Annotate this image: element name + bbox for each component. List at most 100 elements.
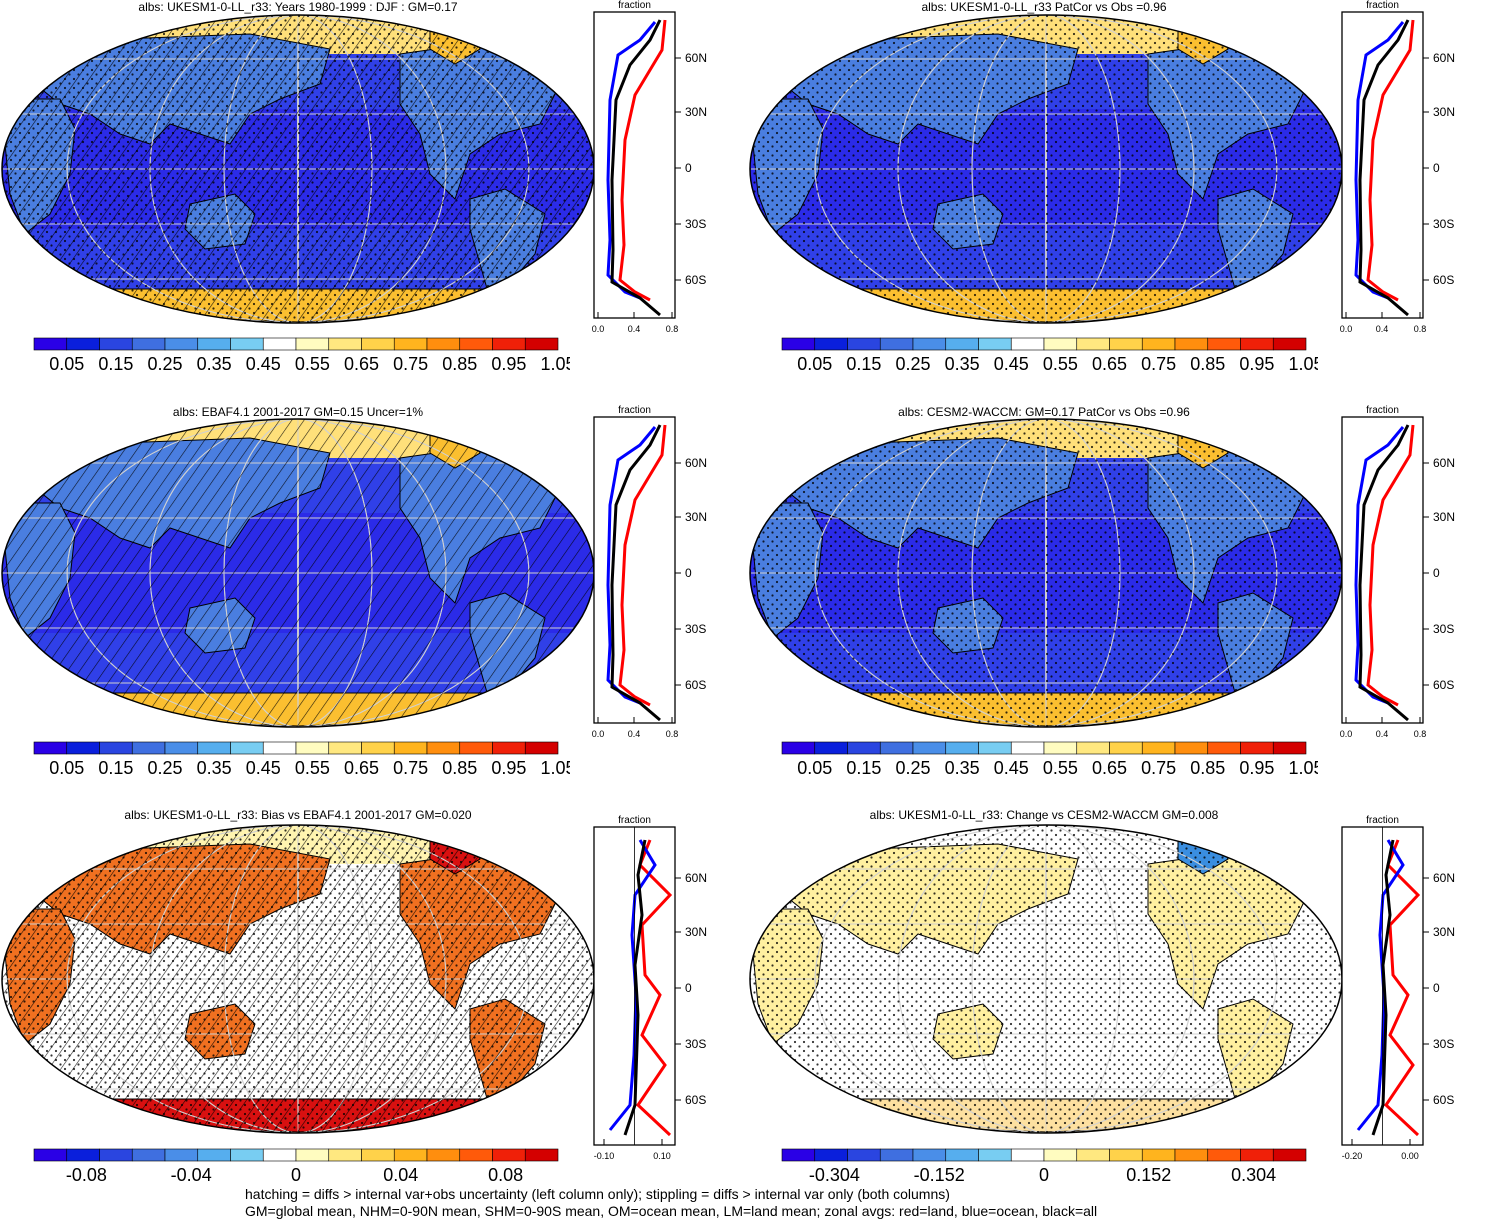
colorbar-label: 0.65: [1092, 354, 1127, 374]
lat-tick-label: 60N: [1433, 51, 1455, 65]
colorbar-label: 0.04: [383, 1165, 418, 1185]
colorbar-swatch: [164, 741, 199, 755]
colorbar-swatch: [879, 1148, 914, 1162]
lat-tick-label: 0: [1433, 161, 1440, 175]
colorbar-swatch: [66, 741, 100, 755]
x-tick-label: -0.20: [1342, 1151, 1363, 1160]
colorbar-swatch: [393, 1148, 428, 1162]
footnote-line-1: hatching = diffs > internal var+obs unce…: [245, 1186, 950, 1202]
colorbar-label: 0.15: [98, 354, 133, 374]
colorbar-label: 0.25: [147, 354, 182, 374]
lat-tick-label: 30N: [685, 105, 707, 119]
panel-title-5: albs: UKESM1-0-LL_r33: Bias vs EBAF4.1 2…: [124, 808, 472, 822]
colorbar-label: 1.05: [1288, 354, 1318, 374]
colorbar-swatch: [33, 1148, 68, 1162]
x-tick-label: 0.4: [1376, 729, 1389, 739]
colorbar-label: 0.85: [1190, 354, 1225, 374]
all-zonal-line: [610, 424, 662, 722]
lat-tick-label: 60N: [1433, 871, 1455, 885]
lat-tick-label: 30N: [1433, 510, 1455, 524]
colorbar-swatch: [295, 337, 330, 351]
colorbar-label: -0.04: [171, 1165, 212, 1185]
map-panel-model-climatology: [1, 14, 595, 324]
colorbar-swatch: [1109, 337, 1143, 351]
colorbar-swatch: [1010, 337, 1045, 351]
x-tick-label: 0.0: [592, 729, 605, 739]
stippling-overlay: [2, 825, 594, 1133]
x-tick-label: 0.0: [1340, 324, 1353, 334]
x-tick-label: 0.0: [592, 324, 605, 334]
x-tick-label: 0.4: [628, 324, 641, 334]
colorbar-swatch: [459, 741, 493, 755]
colorbar-swatch: [1141, 337, 1176, 351]
lat-tick-label: 30S: [685, 217, 706, 231]
colorbar-swatch: [879, 741, 914, 755]
colorbar-label: 0.35: [945, 354, 980, 374]
colorbar-swatch: [66, 1148, 100, 1162]
colorbar-swatch: [1174, 741, 1209, 755]
zonal-average-plot: fraction 60N 30N 0 30S 60S 0.0 0.4 0.8: [592, 405, 707, 739]
colorbar-label: 0.75: [393, 758, 428, 778]
x-tick-label: 0.10: [653, 1151, 671, 1160]
colorbar-swatch: [262, 741, 297, 755]
colorbar-swatch: [361, 337, 395, 351]
zonal-header: fraction: [1366, 0, 1399, 11]
lat-tick-label: 60S: [685, 678, 706, 692]
colorbar-swatch: [262, 1148, 297, 1162]
colorbar-swatch: [33, 741, 68, 755]
colorbar-label: 0.55: [295, 354, 330, 374]
zonal-average-plot: fraction 60N 30N 0 30S 60S -0.10 0.10: [593, 815, 707, 1160]
colorbar-label: 0.75: [1141, 758, 1176, 778]
colorbar-swatch: [1109, 741, 1143, 755]
colorbar-label: -0.08: [66, 1165, 107, 1185]
colorbar-swatch: [197, 741, 231, 755]
all-zonal-line: [1358, 424, 1410, 722]
zonal-header: fraction: [618, 405, 651, 416]
colorbar-swatch: [197, 1148, 231, 1162]
lat-tick-label: 60S: [1433, 1093, 1454, 1107]
lat-tick-label: 60S: [685, 273, 706, 287]
zonal-header: fraction: [1366, 815, 1399, 826]
colorbar-label: 0.65: [344, 758, 379, 778]
colorbar-swatch: [1043, 1148, 1078, 1162]
lat-tick-label: 30N: [685, 925, 707, 939]
colorbar-swatch: [1141, 741, 1176, 755]
colorbar-swatch: [1272, 337, 1307, 351]
colorbar-swatch: [197, 337, 231, 351]
colorbar-swatch: [912, 337, 947, 351]
map-panel-cesm2-waccm: [749, 418, 1343, 728]
colorbar-swatch: [492, 741, 526, 755]
colorbar-swatch: [230, 1148, 264, 1162]
zonal-header: fraction: [618, 815, 651, 826]
colorbar-swatch: [1010, 1148, 1045, 1162]
lat-tick-label: 30S: [685, 622, 706, 636]
colorbar-swatch: [847, 1148, 881, 1162]
colorbar-swatch: [945, 337, 979, 351]
colorbar-swatch: [814, 741, 848, 755]
colorbar-swatch: [99, 1148, 133, 1162]
all-zonal-line: [1358, 19, 1410, 317]
colorbar-label: 0.95: [1239, 354, 1274, 374]
colorbar-swatch: [814, 1148, 848, 1162]
colorbar-label: 1.05: [540, 758, 570, 778]
colorbar-label: 0.55: [295, 758, 330, 778]
colorbar-swatch: [847, 741, 881, 755]
colorbar: -0.08 -0.04 0 0.04 0.08: [33, 1148, 559, 1185]
lat-tick-label: 60S: [1433, 678, 1454, 692]
stippling-overlay: [750, 825, 1342, 1133]
colorbar-swatch: [361, 741, 395, 755]
colorbar-swatch: [164, 1148, 199, 1162]
x-tick-label: 0.8: [1414, 324, 1427, 334]
colorbar-swatch: [361, 1148, 395, 1162]
colorbar-label: 0.65: [1092, 758, 1127, 778]
lat-tick-label: 60S: [1433, 273, 1454, 287]
zonal-average-plot: fraction 60N 30N 0 30S 60S -0.20 0.00: [1341, 815, 1455, 1160]
colorbar-swatch: [1010, 741, 1045, 755]
colorbar-swatch: [66, 337, 100, 351]
colorbar-label: 0.55: [1043, 758, 1078, 778]
lat-tick-label: 0: [685, 566, 692, 580]
x-tick-label: 0.4: [1376, 324, 1389, 334]
colorbar-label: 0.15: [846, 758, 881, 778]
lat-tick-label: 0: [685, 161, 692, 175]
land-zonal-line: [1366, 424, 1415, 707]
